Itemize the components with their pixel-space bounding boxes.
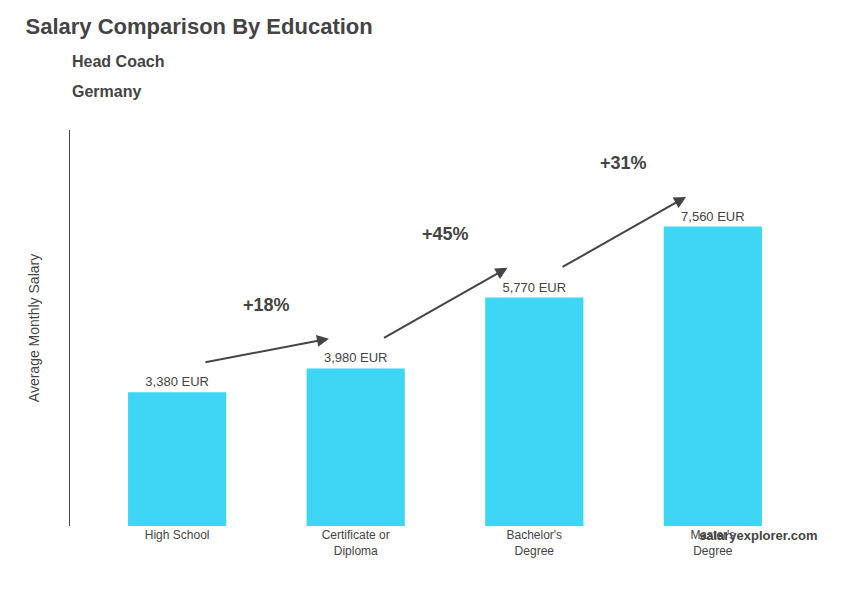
svg-text:Head Coach: Head Coach — [72, 53, 164, 70]
svg-text:Salary Comparison By Education: Salary Comparison By Education — [26, 14, 373, 39]
svg-text:Average Monthly Salary: Average Monthly Salary — [26, 254, 42, 402]
svg-text:+45%: +45% — [422, 224, 469, 244]
svg-text:salaryexplorer.com: salaryexplorer.com — [699, 528, 818, 543]
svg-text:5,770 EUR: 5,770 EUR — [502, 280, 566, 295]
svg-text:Bachelor'sDegree: Bachelor'sDegree — [506, 528, 562, 558]
svg-text:+18%: +18% — [243, 295, 290, 315]
svg-text:Germany: Germany — [72, 83, 141, 100]
svg-text:High School: High School — [145, 528, 210, 542]
svg-text:Certificate orDiploma: Certificate orDiploma — [322, 528, 390, 558]
svg-text:3,980 EUR: 3,980 EUR — [324, 350, 388, 365]
svg-text:Master'sDegree: Master'sDegree — [690, 528, 735, 558]
svg-text:7,560 EUR: 7,560 EUR — [681, 209, 745, 224]
svg-text:+31%: +31% — [600, 153, 647, 173]
svg-text:3,380 EUR: 3,380 EUR — [145, 374, 209, 389]
